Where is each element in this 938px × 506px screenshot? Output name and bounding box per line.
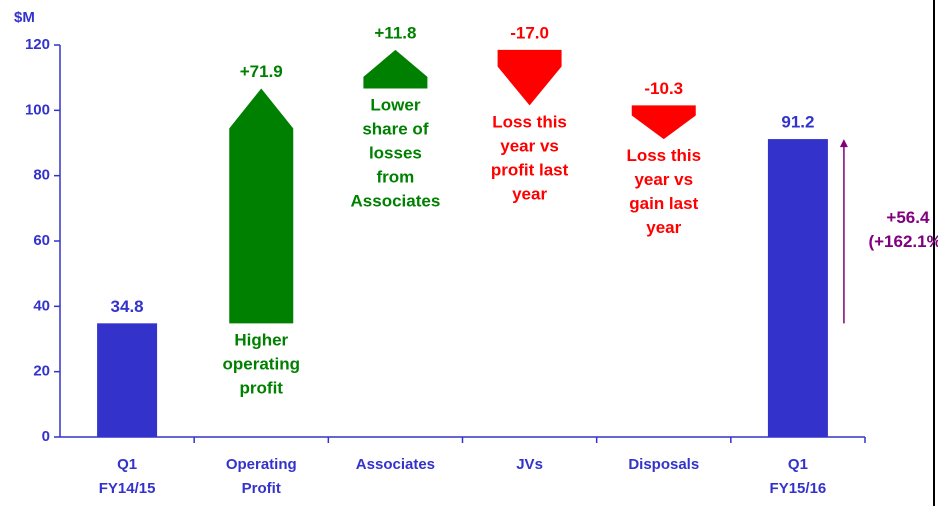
description-line: from xyxy=(377,168,415,187)
description-line: Loss this xyxy=(626,147,701,166)
description-line: Associates xyxy=(351,192,441,211)
x-tick-label-line: JVs xyxy=(516,456,543,473)
description-line: Lower xyxy=(370,96,420,115)
change-annotation-line: +56.4 xyxy=(886,209,930,228)
y-tick-label: 20 xyxy=(33,363,50,380)
value-label: -17.0 xyxy=(510,23,549,42)
bar xyxy=(767,139,828,437)
description-line: gain last xyxy=(629,195,698,214)
x-tick-label-line: Associates xyxy=(356,456,435,473)
description-line: share of xyxy=(362,120,428,139)
description-line: profit xyxy=(240,379,284,398)
value-label: 34.8 xyxy=(111,297,144,316)
x-tick-label: Associates xyxy=(356,456,435,473)
x-tick-label: Q1 FY14/15 xyxy=(99,456,156,497)
y-tick-label: 80 xyxy=(33,167,50,184)
description-line: Loss this xyxy=(492,113,567,132)
x-tick-label-line: Profit xyxy=(242,480,281,497)
description: Lower share of losses from Associates xyxy=(351,96,441,211)
x-tick-label: JVs xyxy=(516,456,543,473)
change-annotation-line: (+162.1%) xyxy=(868,233,938,252)
y-tick-label: 0 xyxy=(42,428,50,445)
value-label: 91.2 xyxy=(781,113,814,132)
decrease-arrow xyxy=(631,105,696,140)
bar xyxy=(97,323,158,437)
x-tick-label: Disposals xyxy=(628,456,699,473)
y-tick-label: 100 xyxy=(25,101,50,118)
increase-arrow xyxy=(363,49,428,89)
x-tick-label-line: Disposals xyxy=(628,456,699,473)
description-line: year vs xyxy=(634,171,693,190)
y-axis-label: $M xyxy=(14,9,35,26)
description-line: Higher xyxy=(234,331,288,350)
decrease-arrow xyxy=(497,49,562,106)
description: Loss this year vs profit last year xyxy=(491,113,569,204)
increase-arrow xyxy=(229,88,294,324)
x-tick-label-line: Operating xyxy=(226,456,297,473)
description-line: year vs xyxy=(500,137,559,156)
x-tick-label: Operating Profit xyxy=(226,456,297,497)
description-line: profit last xyxy=(491,161,569,180)
description-line: losses xyxy=(369,144,422,163)
x-tick-label-line: FY14/15 xyxy=(99,480,156,497)
value-label: -10.3 xyxy=(644,79,683,98)
description-line: year xyxy=(512,185,547,204)
x-tick-label-line: Q1 xyxy=(788,456,808,473)
change-arrow-head xyxy=(839,139,848,148)
x-tick-label-line: FY15/16 xyxy=(770,480,827,497)
change-annotation: +56.4 (+162.1%) xyxy=(868,209,938,252)
description-line: operating xyxy=(223,355,300,374)
x-tick-label: Q1 FY15/16 xyxy=(770,456,827,497)
description: Loss this year vs gain last year xyxy=(626,147,701,238)
value-label: +71.9 xyxy=(240,62,283,81)
value-label: +11.8 xyxy=(374,23,416,42)
description-line: year xyxy=(646,219,681,238)
x-tick-label-line: Q1 xyxy=(117,456,137,473)
y-tick-label: 120 xyxy=(25,36,50,53)
y-tick-label: 40 xyxy=(33,297,50,314)
y-tick-label: 60 xyxy=(33,232,50,249)
description: Higher operating profit xyxy=(223,331,300,398)
